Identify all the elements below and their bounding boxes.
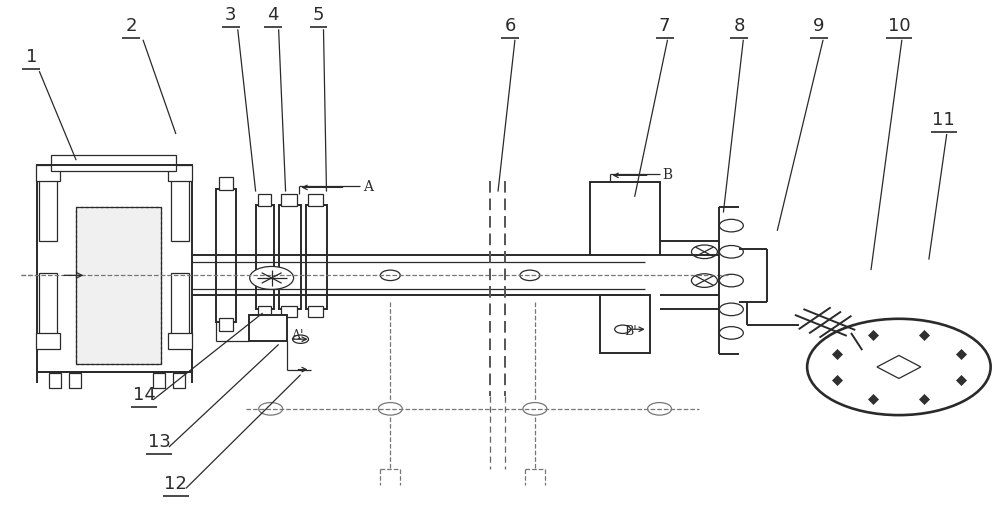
Bar (173, 373, 185, 388)
Bar (168, 165, 192, 181)
Bar (281, 194, 297, 206)
Polygon shape (877, 355, 921, 379)
Circle shape (615, 325, 631, 334)
Bar (308, 306, 323, 317)
Circle shape (691, 245, 717, 259)
Bar (258, 306, 271, 317)
Text: 10: 10 (888, 16, 910, 34)
Bar (590, 182, 660, 256)
Circle shape (520, 270, 540, 280)
Bar (36, 333, 60, 348)
Bar (249, 315, 287, 341)
Circle shape (259, 402, 283, 415)
Circle shape (719, 219, 743, 232)
Text: 9: 9 (813, 16, 825, 34)
Text: 13: 13 (148, 433, 170, 451)
Bar (69, 373, 81, 388)
Bar (39, 273, 57, 341)
Circle shape (250, 267, 294, 289)
Bar (36, 165, 60, 181)
Text: 5: 5 (313, 6, 324, 24)
Bar (306, 205, 327, 309)
Circle shape (691, 274, 717, 287)
Bar (49, 373, 61, 388)
Bar (219, 318, 233, 332)
Bar (37, 165, 192, 372)
Circle shape (523, 402, 547, 415)
Text: 1: 1 (26, 48, 37, 66)
Circle shape (648, 402, 672, 415)
Bar (76, 208, 161, 364)
Text: A: A (363, 181, 373, 194)
Circle shape (380, 270, 400, 280)
Circle shape (719, 303, 743, 316)
Text: 7: 7 (659, 16, 670, 34)
Bar (76, 208, 161, 364)
Circle shape (719, 274, 743, 287)
Bar (308, 194, 323, 206)
Circle shape (807, 319, 991, 415)
Bar (168, 333, 192, 348)
Text: B': B' (625, 325, 637, 338)
Bar (216, 189, 236, 323)
Text: A': A' (291, 329, 303, 342)
Text: 6: 6 (504, 16, 516, 34)
Circle shape (888, 361, 910, 373)
Bar (258, 194, 271, 206)
Bar (171, 173, 189, 241)
Text: 3: 3 (225, 6, 237, 24)
Bar (219, 177, 233, 190)
Bar (281, 306, 297, 317)
Circle shape (293, 335, 309, 343)
Text: 12: 12 (164, 475, 187, 493)
Text: B: B (663, 168, 673, 182)
Text: 2: 2 (125, 16, 137, 34)
Text: 11: 11 (932, 111, 955, 129)
Circle shape (378, 402, 402, 415)
Bar (279, 205, 301, 309)
Bar (51, 155, 176, 171)
Text: 4: 4 (267, 6, 278, 24)
Text: 14: 14 (133, 385, 155, 403)
Bar (600, 295, 650, 353)
Bar (153, 373, 165, 388)
Bar (171, 273, 189, 341)
Circle shape (719, 327, 743, 339)
Text: 8: 8 (734, 16, 745, 34)
Circle shape (719, 246, 743, 258)
Bar (256, 205, 274, 309)
Bar (39, 173, 57, 241)
